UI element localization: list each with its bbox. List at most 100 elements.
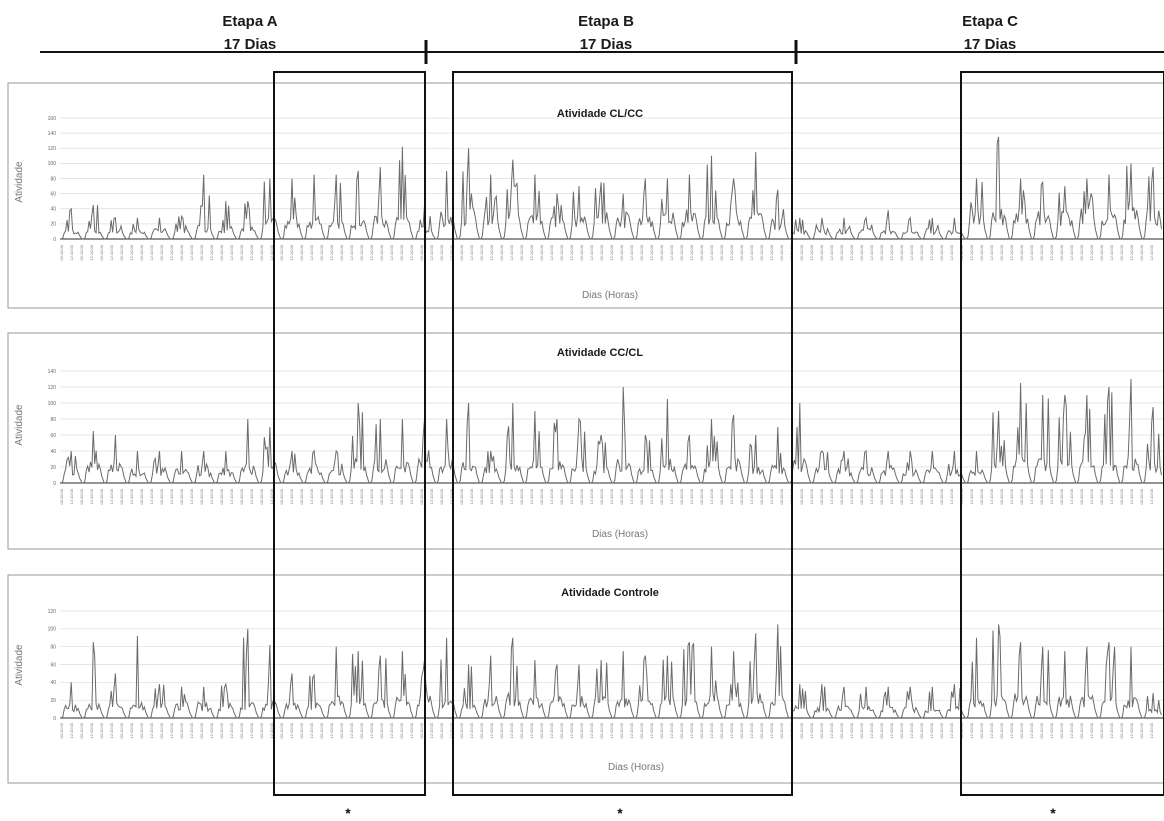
x-tick-label: 00:10:00 <box>639 722 644 738</box>
x-tick-label: 12:10:00 <box>389 244 394 260</box>
x-tick-label: 12:10:00 <box>829 244 834 260</box>
x-tick-label: 12:10:00 <box>169 722 174 738</box>
x-tick-label: 00:10:00 <box>219 488 224 504</box>
chart-title: Atividade CC/CL <box>557 347 643 359</box>
x-tick-label: 12:10:00 <box>229 244 234 260</box>
x-tick-label: 12:10:00 <box>1009 488 1014 504</box>
x-tick-label: 12:10:00 <box>189 488 194 504</box>
x-tick-label: 12:10:00 <box>929 722 934 738</box>
x-tick-label: 12:10:00 <box>969 244 974 260</box>
x-tick-label: 00:10:00 <box>399 722 404 738</box>
x-tick-label: 12:10:00 <box>349 722 354 738</box>
x-tick-label: 00:10:00 <box>979 244 984 260</box>
x-tick-label: 12:10:00 <box>909 722 914 738</box>
x-tick-label: 00:10:00 <box>379 244 384 260</box>
x-tick-label: 12:10:00 <box>269 722 274 738</box>
x-tick-label: 12:10:00 <box>869 488 874 504</box>
x-tick-label: 00:10:00 <box>319 722 324 738</box>
x-tick-label: 12:10:00 <box>589 488 594 504</box>
x-tick-label: 00:10:00 <box>899 244 904 260</box>
x-tick-label: 00:10:00 <box>1139 244 1144 260</box>
x-tick-label: 00:10:00 <box>899 488 904 504</box>
x-tick-label: 12:10:00 <box>529 722 534 738</box>
x-tick-label: 12:10:00 <box>869 722 874 738</box>
x-tick-label: 12:10:00 <box>649 488 654 504</box>
x-tick-label: 00:10:00 <box>1079 244 1084 260</box>
x-tick-label: 12:10:00 <box>649 244 654 260</box>
x-tick-label: 00:10:00 <box>379 722 384 738</box>
x-tick-label: 12:10:00 <box>769 722 774 738</box>
x-tick-label: 12:10:00 <box>469 488 474 504</box>
x-tick-label: 12:10:00 <box>589 722 594 738</box>
x-tick-label: 00:10:00 <box>79 722 84 738</box>
x-tick-label: 12:10:00 <box>89 244 94 260</box>
x-tick-label: 12:10:00 <box>1029 244 1034 260</box>
x-tick-label: 00:10:00 <box>259 722 264 738</box>
x-tick-label: 00:10:00 <box>779 244 784 260</box>
x-tick-label: 00:10:00 <box>999 722 1004 738</box>
x-tick-label: 12:10:00 <box>1149 488 1154 504</box>
x-tick-label: 00:10:00 <box>799 488 804 504</box>
x-tick-label: 00:10:00 <box>499 722 504 738</box>
x-tick-label: 12:10:00 <box>249 244 254 260</box>
x-tick-label: 12:10:00 <box>1049 722 1054 738</box>
x-tick-label: 00:10:00 <box>619 722 624 738</box>
x-tick-label: 12:10:00 <box>529 488 534 504</box>
x-tick-label: 12:10:00 <box>729 488 734 504</box>
x-tick-label: 12:10:00 <box>469 244 474 260</box>
y-tick-label: 100 <box>48 161 57 167</box>
x-tick-label: 00:10:00 <box>439 244 444 260</box>
x-tick-label: 12:10:00 <box>149 244 154 260</box>
x-tick-label: 12:10:00 <box>549 722 554 738</box>
x-tick-label: 00:10:00 <box>119 244 124 260</box>
x-tick-label: 00:10:00 <box>1039 244 1044 260</box>
x-tick-label: 00:10:00 <box>559 722 564 738</box>
x-tick-label: 00:10:00 <box>279 488 284 504</box>
x-tick-label: 12:10:00 <box>729 244 734 260</box>
x-tick-label: 12:10:00 <box>669 488 674 504</box>
x-tick-label: 00:10:00 <box>679 488 684 504</box>
x-tick-label: 00:10:00 <box>439 722 444 738</box>
x-tick-label: 00:10:00 <box>699 488 704 504</box>
x-tick-label: 12:10:00 <box>689 722 694 738</box>
y-tick-label: 100 <box>48 401 57 407</box>
x-tick-label: 00:10:00 <box>619 488 624 504</box>
chart-panel-controle: Atividade Controle Atividade Dias (Horas… <box>7 574 1164 784</box>
x-tick-label: 00:10:00 <box>479 244 484 260</box>
x-tick-label: 00:10:00 <box>219 722 224 738</box>
x-tick-label: 12:10:00 <box>489 244 494 260</box>
x-tick-label: 00:10:00 <box>359 244 364 260</box>
x-tick-label: 12:10:00 <box>269 488 274 504</box>
x-tick-label: 12:10:00 <box>989 722 994 738</box>
x-tick-label: 00:10:00 <box>199 488 204 504</box>
x-tick-label: 00:10:00 <box>1019 244 1024 260</box>
x-tick-label: 00:10:00 <box>399 488 404 504</box>
x-tick-label: 00:10:00 <box>539 722 544 738</box>
x-tick-label: 00:10:00 <box>119 722 124 738</box>
x-tick-label: 12:10:00 <box>629 488 634 504</box>
x-tick-label: 00:10:00 <box>1099 722 1104 738</box>
x-tick-label: 12:10:00 <box>489 722 494 738</box>
x-tick-label: 12:10:00 <box>749 488 754 504</box>
x-tick-label: 00:10:00 <box>799 722 804 738</box>
activity-series <box>60 624 1162 719</box>
x-tick-label: 12:10:00 <box>609 488 614 504</box>
chart-panel-cc-cl: Atividade CC/CL Atividade Dias (Horas) 0… <box>7 332 1164 550</box>
x-tick-label: 12:10:00 <box>129 244 134 260</box>
x-tick-label: 00:10:00 <box>459 722 464 738</box>
x-tick-label: 12:10:00 <box>329 244 334 260</box>
x-tick-label: 12:10:00 <box>309 488 314 504</box>
y-tick-label: 20 <box>50 222 56 228</box>
x-tick-label: 00:10:00 <box>139 488 144 504</box>
x-tick-label: 00:10:00 <box>99 722 104 738</box>
significance-marker-a: * <box>345 805 351 821</box>
x-tick-label: 12:10:00 <box>69 488 74 504</box>
y-axis-label: Atividade <box>14 644 25 686</box>
x-tick-label: 12:10:00 <box>449 722 454 738</box>
x-tick-label: 12:10:00 <box>329 488 334 504</box>
x-tick-label: 00:10:00 <box>559 244 564 260</box>
x-tick-label: 00:10:00 <box>859 244 864 260</box>
stage-b-duration: 17 Dias <box>580 36 633 53</box>
x-tick-label: 12:10:00 <box>829 488 834 504</box>
